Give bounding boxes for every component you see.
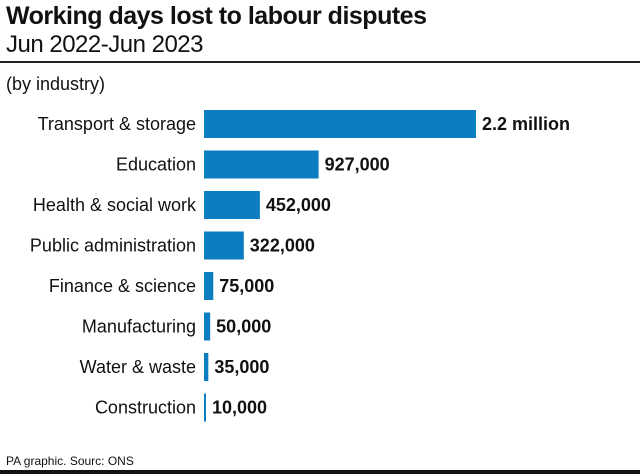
bar: [204, 110, 476, 138]
value-label: 50,000: [216, 317, 271, 337]
bar: [204, 150, 319, 179]
chart-note: (by industry): [6, 74, 106, 94]
value-label: 75,000: [219, 276, 274, 296]
bar: [204, 353, 209, 381]
bar: [204, 191, 260, 219]
category-label: Manufacturing: [82, 317, 196, 337]
value-label: 452,000: [266, 195, 331, 215]
category-label: Water & waste: [80, 357, 196, 377]
category-label: Public administration: [30, 236, 196, 256]
category-label: Education: [116, 155, 196, 175]
value-label: 35,000: [214, 357, 269, 377]
chart-subtitle: Jun 2022-Jun 2023: [6, 31, 204, 58]
divider: [0, 61, 640, 63]
value-label: 10,000: [212, 398, 267, 418]
divider: [0, 470, 640, 474]
chart-title: Working days lost to labour disputes: [6, 2, 427, 30]
bar: [204, 393, 206, 422]
value-label: 927,000: [325, 155, 390, 175]
source-credit: PA graphic. Sourc: ONS: [6, 454, 134, 468]
bar: [204, 272, 214, 300]
value-label: 2.2 million: [482, 114, 570, 134]
value-label: 322,000: [250, 236, 315, 256]
bar: [204, 312, 211, 341]
category-label: Health & social work: [33, 195, 197, 215]
bar: [204, 231, 244, 260]
category-label: Finance & science: [49, 276, 196, 296]
category-label: Transport & storage: [38, 114, 196, 134]
category-label: Construction: [95, 398, 196, 418]
